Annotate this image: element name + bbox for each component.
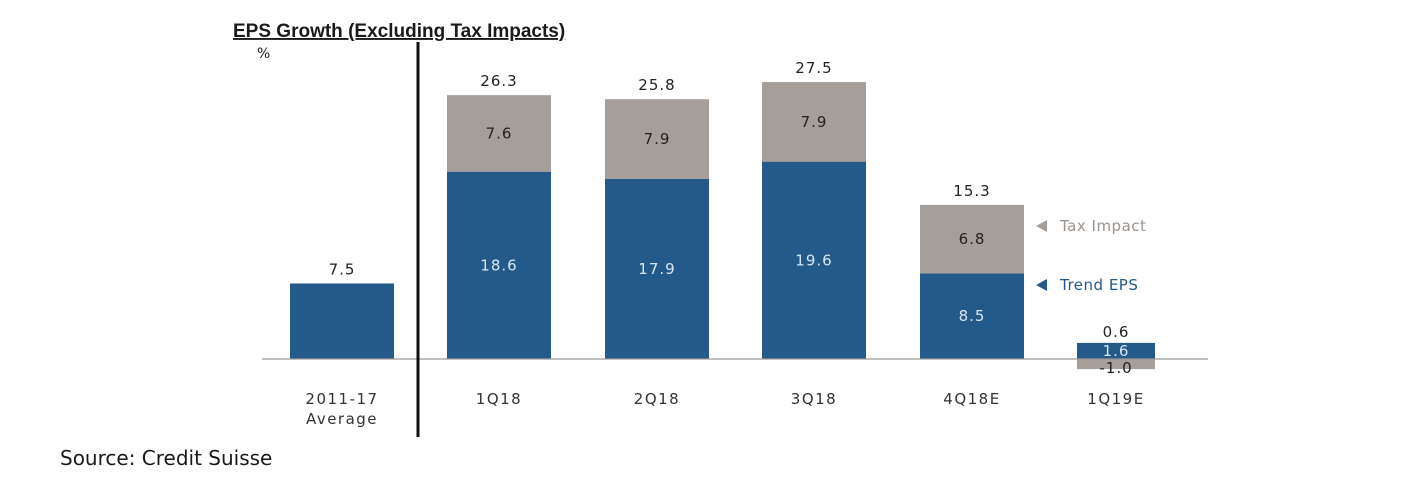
bar-trend-eps — [762, 161, 866, 359]
segment-label-trend-eps: 17.9 — [638, 260, 675, 278]
total-label: 7.5 — [329, 260, 356, 278]
bar-tax-impact — [762, 82, 866, 162]
segment-label-trend-eps: 18.6 — [480, 256, 517, 274]
bar-tax-impact — [605, 99, 709, 179]
bar-trend-eps — [447, 171, 551, 359]
bar-tax-impact — [920, 204, 1024, 274]
legend-label: Tax Impact — [1059, 217, 1146, 235]
source-note: Source: Credit Suisse — [60, 446, 273, 470]
y-unit-label: % — [257, 46, 270, 62]
category-label: 4Q18E — [943, 390, 1000, 408]
bar-tax-impact — [447, 95, 551, 172]
segment-label-tax-impact: 7.9 — [801, 113, 828, 131]
total-label: 26.3 — [480, 72, 517, 90]
total-label: 25.8 — [638, 76, 675, 94]
category-label: 2Q18 — [634, 390, 680, 408]
bars-group: 7.5 2011-17 Average 18.6 7.6 26.3 1Q18 17.9 7.9 2… — [262, 42, 1208, 437]
category-label: 1Q19E — [1087, 390, 1144, 408]
legend: Tax Impact Trend EPS — [1036, 217, 1146, 294]
chart-title: EPS Growth (Excluding Tax Impacts) — [233, 21, 565, 42]
segment-label-tax-impact: -1.0 — [1099, 359, 1132, 377]
bar-trend-eps — [290, 283, 394, 359]
segment-label-tax-impact: 7.6 — [486, 124, 513, 142]
bar-tax-impact — [1077, 359, 1155, 370]
category-label: 2011-17 — [305, 390, 378, 408]
legend-marker-icon — [1036, 220, 1047, 232]
total-label: 0.6 — [1103, 323, 1130, 341]
segment-label-trend-eps: 1.6 — [1103, 342, 1130, 360]
segment-label-trend-eps: 19.6 — [795, 251, 832, 269]
legend-marker-icon — [1036, 279, 1047, 291]
legend-label: Trend EPS — [1059, 276, 1138, 294]
total-label: 27.5 — [795, 59, 832, 77]
category-label: Average — [306, 410, 378, 428]
category-label: 3Q18 — [791, 390, 837, 408]
segment-label-tax-impact: 7.9 — [644, 130, 671, 148]
total-label: 15.3 — [953, 182, 990, 200]
bar-trend-eps — [920, 273, 1024, 359]
bar-trend-eps — [1077, 342, 1155, 359]
bar-trend-eps — [605, 178, 709, 359]
segment-label-tax-impact: 6.8 — [959, 230, 986, 248]
category-label: 1Q18 — [476, 390, 522, 408]
segment-label-trend-eps: 8.5 — [959, 307, 986, 325]
